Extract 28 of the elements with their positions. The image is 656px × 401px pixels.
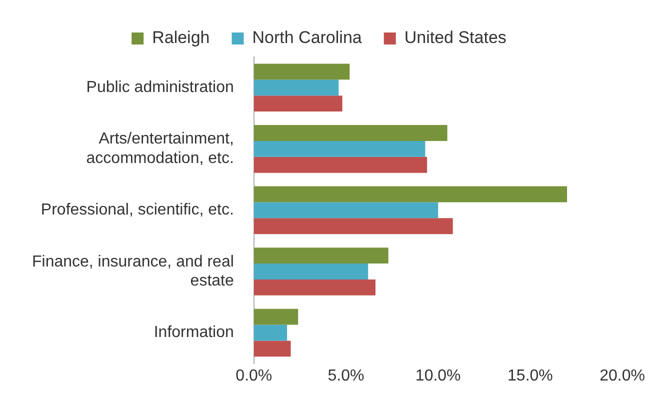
y-tick-label: Information — [154, 324, 234, 342]
bar — [254, 279, 376, 296]
y-tick-label: Finance, insurance, and real estate — [32, 253, 234, 290]
bar — [254, 156, 428, 173]
y-tick-label: Arts/entertainment, accommodation, etc. — [86, 130, 234, 167]
legend-label: United States — [404, 28, 506, 48]
y-tick-label: Professional, scientific, etc. — [40, 202, 234, 219]
bar — [254, 140, 426, 157]
bar — [254, 202, 438, 218]
bar — [254, 324, 288, 341]
y-tick-label: Public administration — [86, 79, 234, 96]
bar — [254, 80, 339, 96]
bar — [254, 218, 453, 234]
bar — [254, 248, 388, 264]
bar — [254, 264, 368, 280]
legend-label: North Carolina — [252, 28, 362, 48]
x-tick-label: 5.0% — [328, 367, 364, 384]
bar — [254, 125, 448, 141]
bar — [254, 96, 342, 112]
x-tick-label: 0.0% — [236, 367, 272, 384]
x-tick-label: 10.0% — [415, 367, 461, 384]
bar — [254, 340, 291, 357]
x-tick-label: 15.0% — [508, 367, 553, 384]
bar — [254, 308, 298, 325]
bar — [254, 186, 568, 202]
bar — [254, 64, 350, 80]
legend-label: Raleigh — [152, 28, 210, 48]
x-tick-label: 20.0% — [600, 367, 646, 384]
